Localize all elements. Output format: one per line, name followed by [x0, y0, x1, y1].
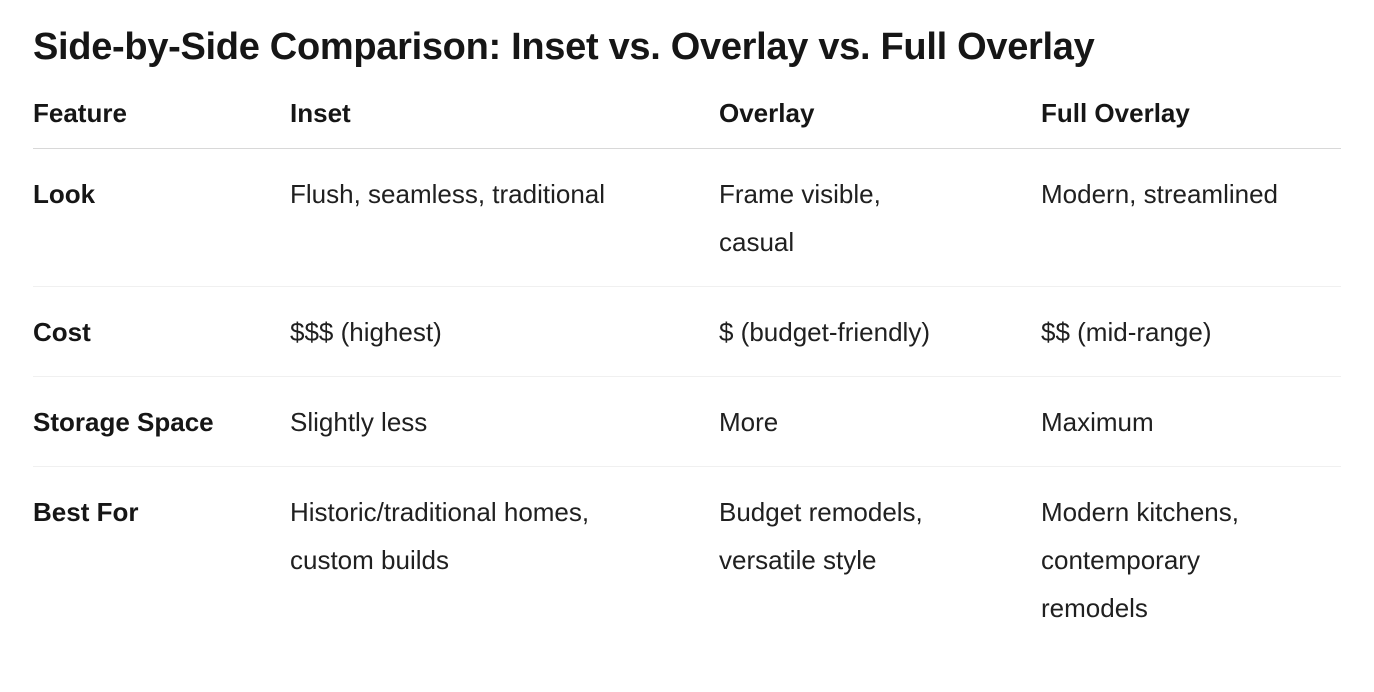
- cell-best-for-inset: Historic/traditional homes, custom build…: [290, 496, 590, 575]
- column-header-overlay: Overlay: [719, 89, 1041, 149]
- table-body: Look Flush, seamless, traditional Frame …: [33, 148, 1341, 652]
- row-label-look: Look: [33, 148, 290, 287]
- cell-storage-inset: Slightly less: [290, 376, 719, 467]
- table-row-cost: Cost $$$ (highest) $ (budget-friendly) $…: [33, 286, 1341, 377]
- table-header-row: Feature Inset Overlay Full Overlay: [33, 89, 1341, 149]
- cell-look-overlay: Frame visible, casual: [719, 148, 1041, 287]
- cell-cost-overlay: $ (budget-friendly): [719, 286, 1041, 377]
- row-label-cost: Cost: [33, 286, 290, 377]
- cell-cost-inset: $$$ (highest): [290, 286, 719, 377]
- comparison-table: Feature Inset Overlay Full Overlay Look …: [33, 89, 1341, 652]
- table-row-best-for: Best For Historic/traditional homes, cus…: [33, 466, 1341, 652]
- cell-look-inset: Flush, seamless, traditional: [290, 148, 719, 287]
- cell-best-for-overlay: Budget remodels, versatile style: [719, 496, 923, 575]
- column-header-inset: Inset: [290, 89, 719, 149]
- cell-look-full-overlay: Modern, streamlined: [1041, 148, 1341, 287]
- cell-best-for-full-overlay: Modern kitchens, contemporary remodels: [1041, 496, 1239, 623]
- row-label-best-for: Best For: [33, 496, 139, 527]
- row-label-storage-space: Storage Space: [33, 376, 290, 467]
- table-row-storage-space: Storage Space Slightly less More Maximum: [33, 376, 1341, 467]
- table-row-look: Look Flush, seamless, traditional Frame …: [33, 148, 1341, 287]
- cell-cost-full-overlay: $$ (mid-range): [1041, 286, 1341, 377]
- table-header: Feature Inset Overlay Full Overlay: [33, 89, 1341, 149]
- cell-storage-full-overlay: Maximum: [1041, 376, 1341, 467]
- page-title: Side-by-Side Comparison: Inset vs. Overl…: [33, 26, 1095, 68]
- column-header-feature: Feature: [33, 89, 290, 149]
- column-header-full-overlay: Full Overlay: [1041, 89, 1341, 149]
- cell-storage-overlay: More: [719, 376, 1041, 467]
